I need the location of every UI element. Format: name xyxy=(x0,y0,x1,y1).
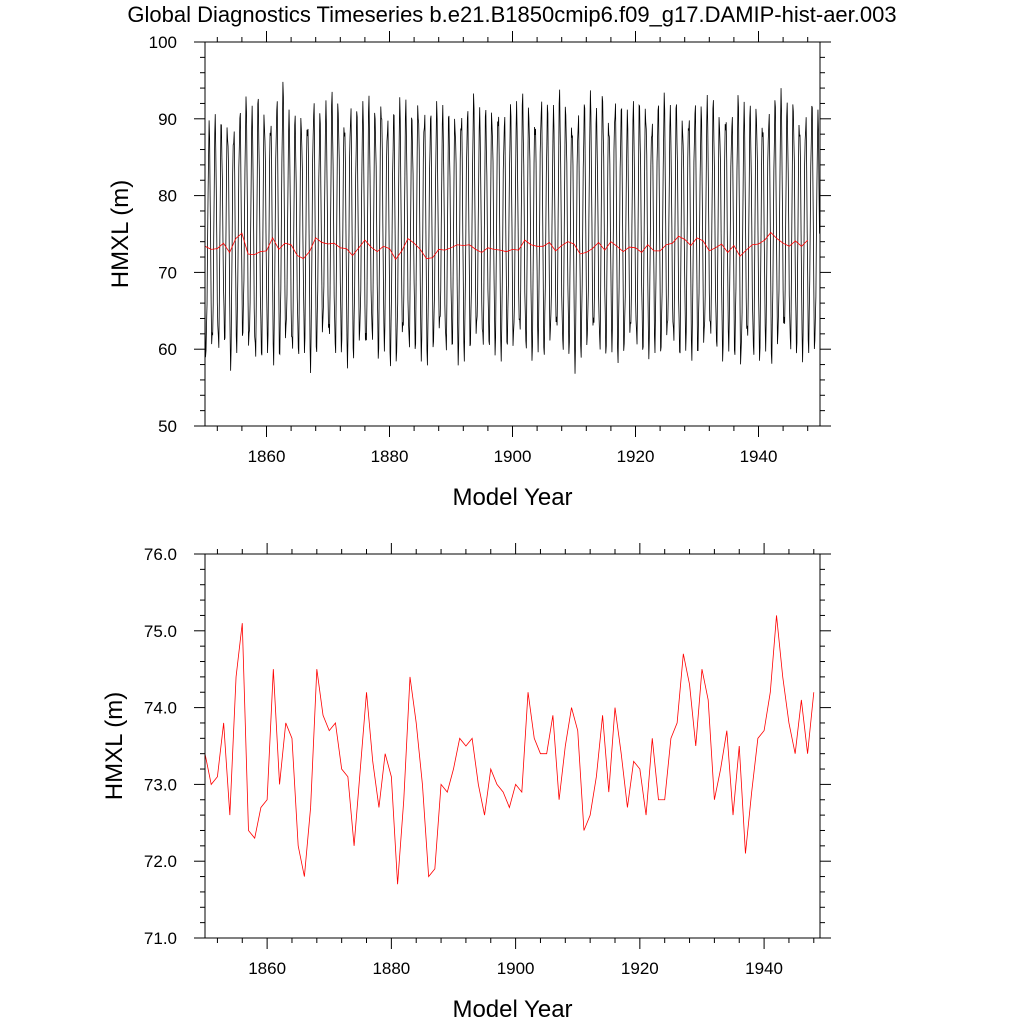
y-tick-label: 73.0 xyxy=(144,775,177,794)
y-tick-label: 74.0 xyxy=(144,699,177,718)
x-tick-label: 1880 xyxy=(372,959,410,978)
x-tick-label: 1920 xyxy=(621,959,659,978)
plot-frame xyxy=(204,41,821,427)
x-axis-title: Model Year xyxy=(452,484,572,511)
bottom-panel: 1860 1880 1900 1920 1940 71.0 72.0 73.0 74.0 75.0… xyxy=(101,543,831,1023)
x-tick-label: 1940 xyxy=(740,447,778,466)
page-title: Global Diagnostics Timeseries b.e21.B185… xyxy=(127,2,897,27)
x-tick-label: 1900 xyxy=(497,959,535,978)
x-tick-label: 1920 xyxy=(617,447,655,466)
y-tick-label: 80 xyxy=(158,187,177,206)
monthly-series-line-panel-1 xyxy=(205,81,820,374)
y-tick-label: 100 xyxy=(149,33,177,52)
x-tick-label: 1900 xyxy=(494,447,532,466)
x-tick-label: 1940 xyxy=(745,959,783,978)
y-axis-title: HMXL (m) xyxy=(101,692,128,800)
y-tick-label: 71.0 xyxy=(144,929,177,948)
y-tick-label: 50 xyxy=(158,417,177,436)
y-tick-label: 75.0 xyxy=(144,622,177,641)
annual-mean-line-panel-1 xyxy=(205,231,808,261)
x-tick-label: 1860 xyxy=(248,447,286,466)
x-axis-title: Model Year xyxy=(452,996,572,1023)
x-tick-label: 1880 xyxy=(371,447,409,466)
y-tick-label: 60 xyxy=(158,340,177,359)
y-tick-label: 72.0 xyxy=(144,852,177,871)
y-tick-label: 76.0 xyxy=(144,545,177,564)
x-tick-label: 1860 xyxy=(248,959,286,978)
top-panel: 1860 1880 1900 1920 1940 50 60 70 80 90 100 Model Y… xyxy=(107,31,831,511)
y-tick-label: 90 xyxy=(158,110,177,129)
plot-frame xyxy=(204,553,821,939)
y-axis-title: HMXL (m) xyxy=(107,180,134,288)
annual-mean-line-panel-2 xyxy=(205,615,815,885)
y-tick-label: 70 xyxy=(158,263,177,282)
